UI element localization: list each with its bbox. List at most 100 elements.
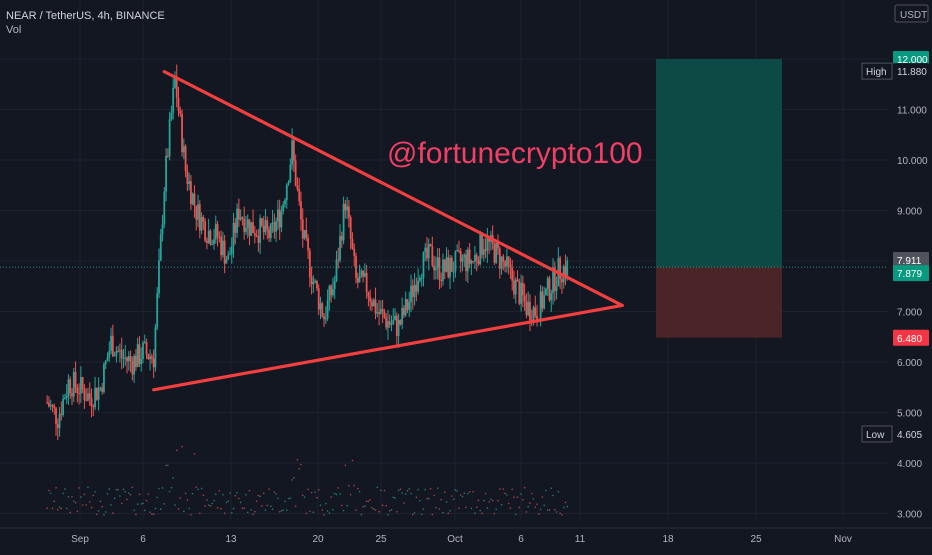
- volume-dot: [310, 491, 313, 494]
- volume-dot: [426, 497, 428, 500]
- candle-body: [172, 87, 175, 113]
- volume-dot: [177, 508, 180, 510]
- volume-dot: [456, 490, 458, 492]
- volume-dot: [333, 492, 336, 495]
- volume-dot: [270, 505, 272, 507]
- volume-dot: [207, 504, 210, 506]
- candle-body: [191, 193, 194, 205]
- volume-dot: [239, 501, 242, 504]
- volume-dot: [287, 497, 290, 500]
- candle-body: [310, 277, 313, 285]
- volume-dot: [497, 499, 499, 502]
- volume-indicator-label[interactable]: Vol: [6, 24, 22, 36]
- high-price-tag: 11.880: [897, 67, 927, 78]
- time-tick-label: Nov: [834, 534, 852, 545]
- candle-body: [174, 76, 176, 88]
- volume-dot: [518, 506, 521, 509]
- volume-dot: [440, 498, 443, 501]
- time-tick-label: 13: [225, 534, 237, 545]
- volume-dot: [367, 500, 370, 502]
- volume-dot: [174, 504, 176, 506]
- candle-body: [367, 292, 370, 297]
- candle-body: [346, 206, 349, 211]
- candle-body: [78, 392, 80, 394]
- volume-dot: [385, 504, 387, 507]
- candle-body: [129, 356, 132, 362]
- volume-dot: [443, 491, 446, 494]
- volume-dot: [165, 464, 167, 467]
- volume-dot: [321, 509, 324, 511]
- volume-dot: [58, 506, 61, 508]
- volume-dot: [307, 488, 309, 491]
- candle-body: [445, 257, 448, 272]
- volume-dot: [463, 492, 466, 495]
- volume-dot: [495, 508, 498, 511]
- volume-dot: [490, 498, 492, 501]
- volume-dot: [536, 503, 538, 505]
- candle-body: [190, 181, 192, 205]
- volume-dot: [355, 509, 357, 511]
- candle-body: [85, 400, 88, 402]
- volume-dot: [163, 503, 166, 505]
- candle-body: [245, 227, 247, 232]
- volume-dot: [417, 488, 419, 491]
- volume-dot: [532, 498, 535, 500]
- volume-dot: [467, 492, 469, 495]
- time-tick-label: Oct: [447, 534, 463, 545]
- volume-dot: [335, 493, 338, 496]
- candle-body: [257, 235, 260, 243]
- volume-dot: [156, 496, 158, 499]
- candle-body: [339, 235, 341, 261]
- triangle-pattern[interactable]: [0, 70, 888, 392]
- price-tick-label: 6.000: [897, 358, 922, 369]
- candle-body: [294, 160, 297, 186]
- volume-dot: [67, 495, 70, 498]
- volume-dot: [507, 502, 510, 505]
- volume-dot: [248, 489, 251, 492]
- volume-dot: [317, 488, 320, 491]
- volume-dot: [314, 491, 316, 493]
- candle-body: [204, 221, 207, 241]
- candles[interactable]: [46, 64, 569, 441]
- time-tick-label: 20: [312, 534, 324, 545]
- candle-body: [301, 219, 304, 239]
- volume-dot: [514, 513, 517, 516]
- candle-body: [536, 315, 538, 322]
- volume-dot: [332, 508, 334, 511]
- candle-body: [500, 256, 503, 269]
- stop-zone: [656, 267, 782, 338]
- volume-dot: [479, 509, 482, 512]
- volume-dot: [158, 487, 160, 490]
- candle-body: [324, 318, 327, 320]
- candle-body: [383, 311, 386, 318]
- volume-dot: [339, 493, 341, 495]
- candle-body: [117, 351, 120, 353]
- candle-body: [56, 424, 59, 429]
- candle-body: [158, 260, 160, 294]
- candle-body: [392, 320, 395, 324]
- volume-dot: [69, 511, 72, 514]
- volume-dot: [195, 486, 198, 488]
- volume-dot: [433, 494, 435, 497]
- volume-dot: [81, 504, 84, 506]
- volume-dot: [513, 496, 515, 498]
- candle-body: [456, 250, 459, 252]
- candle-body: [218, 236, 221, 238]
- candle-body: [49, 404, 52, 407]
- candle-body: [543, 295, 546, 309]
- volume-dot: [87, 486, 89, 489]
- candle-body: [262, 225, 265, 233]
- volume-dot: [415, 496, 418, 499]
- symbol-title[interactable]: NEAR / TetherUS, 4h, BINANCE: [6, 10, 165, 22]
- volume-dot: [277, 497, 279, 500]
- volume-dot: [236, 492, 238, 494]
- volume-dot: [353, 484, 356, 487]
- volume-dot: [262, 492, 265, 495]
- volume-dot: [65, 507, 68, 510]
- volume-dot: [431, 513, 434, 516]
- candle-body: [539, 291, 542, 322]
- candle-body: [179, 110, 182, 114]
- position-zones[interactable]: [656, 59, 782, 338]
